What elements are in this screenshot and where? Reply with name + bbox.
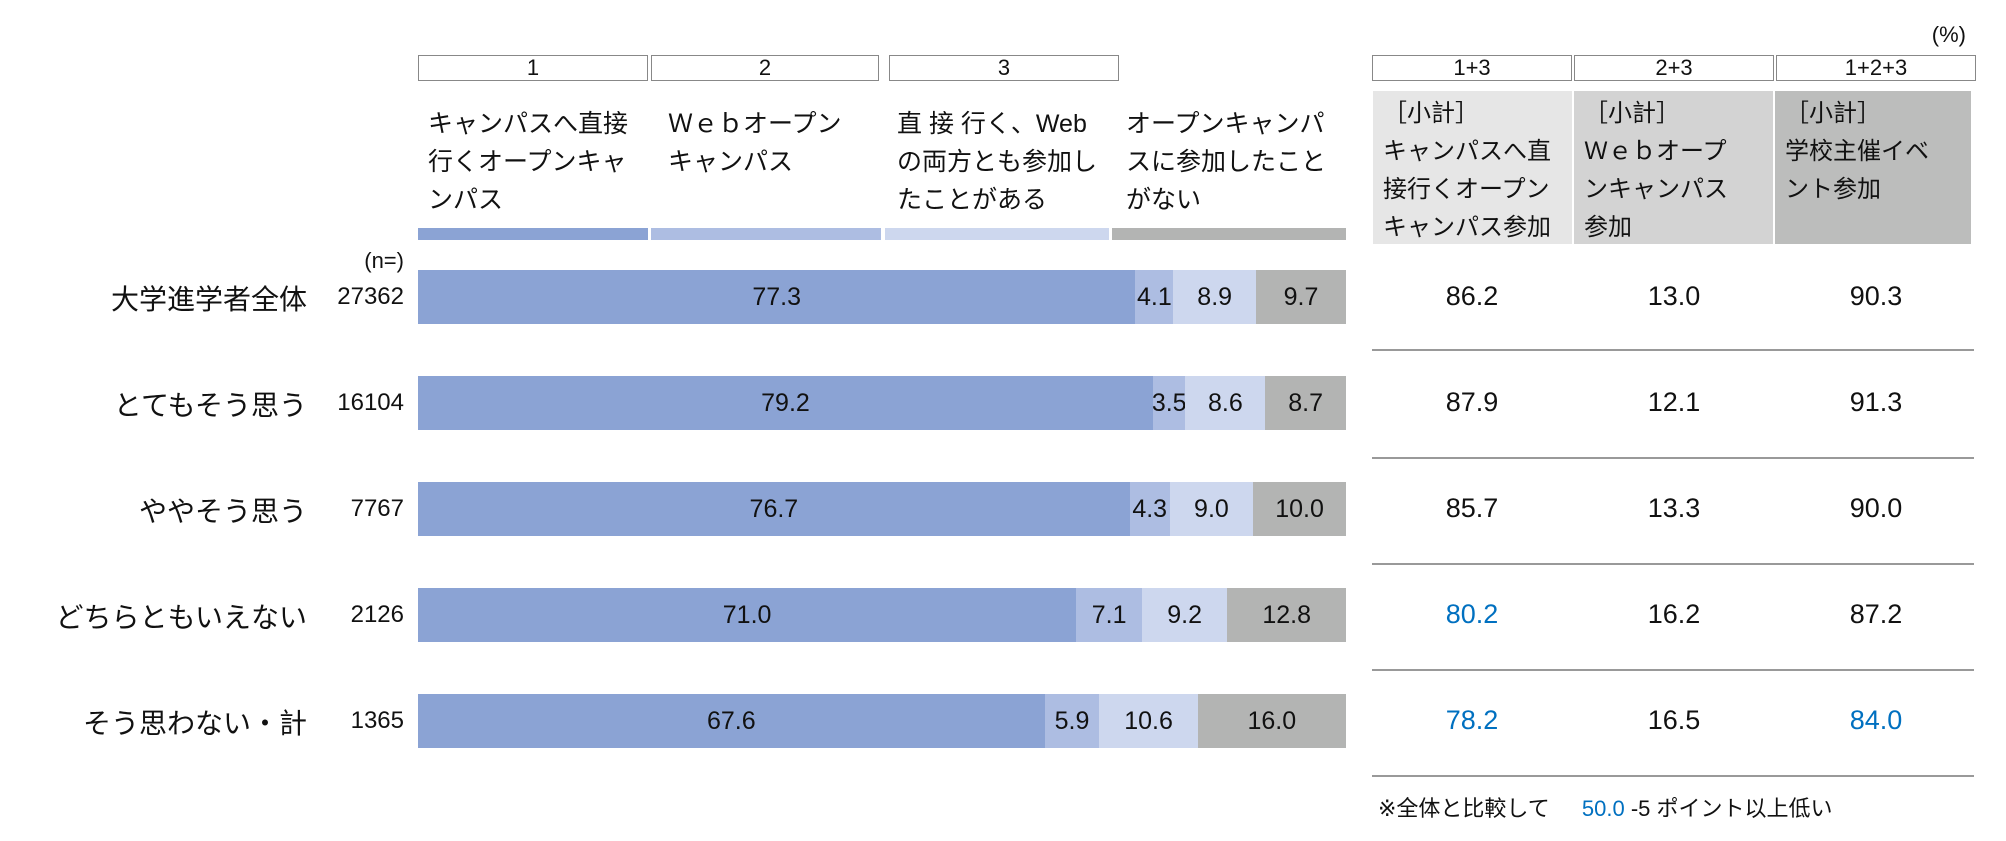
bar-segment-label: 8.6: [1207, 388, 1243, 417]
column-label-1: キャンパスへ直接 行くオープンキャ ンパス: [428, 110, 629, 214]
subtotal-value: 16.5: [1647, 705, 1701, 735]
row-n-value: 27362: [337, 283, 404, 310]
subtotal-value: 91.3: [1849, 387, 1903, 417]
bar-segment-label: 8.7: [1288, 388, 1323, 417]
subtotal-value: 85.7: [1445, 493, 1499, 523]
subtotal-value: 78.2: [1445, 705, 1499, 735]
column-number-2: 2: [651, 55, 879, 81]
bar-segment-1: 71.0: [418, 588, 1077, 642]
subtotal-header-3: ［小計］ 学校主催イベ ント参加: [1775, 91, 1971, 244]
legend-swatch-3: [885, 228, 1109, 240]
row-label: ややそう思う: [138, 496, 307, 527]
row-divider: [1372, 457, 1974, 459]
row-n-value: 7767: [350, 495, 404, 522]
bar-segment-4: 10.0: [1253, 482, 1346, 536]
subtotal-value: 90.0: [1849, 493, 1903, 523]
bar-segment-3: 10.6: [1099, 694, 1198, 748]
subtotal-header-2-text: ［小計］ Ｗｅｂオープ ンキャンパス 参加: [1584, 100, 1728, 241]
footnote-prefix: ※全体と比較して: [1378, 796, 1550, 821]
row-label: とてもそう思う: [113, 390, 307, 421]
column-number-3: 3: [889, 55, 1119, 81]
subtotal-value: 13.0: [1647, 281, 1701, 311]
row-label: 大学進学者全体: [110, 284, 307, 315]
bar-segment-1: 77.3: [418, 270, 1136, 324]
subtotal-value: 90.3: [1849, 281, 1903, 311]
footnote-suffix: -5 ポイント以上低い: [1630, 796, 1833, 821]
bar-segment-label: 67.6: [707, 706, 756, 735]
bar-segment-label: 10.0: [1275, 494, 1324, 523]
bar-segment-label: 5.9: [1054, 706, 1090, 735]
subtotal-value: 80.2: [1445, 599, 1499, 629]
subtotal-header-3-text: ［小計］ 学校主催イベ ント参加: [1785, 100, 1929, 203]
legend-swatch-4: [1112, 228, 1346, 240]
row-divider: [1372, 669, 1974, 671]
n-label: (n=): [364, 248, 404, 273]
bar-segment-4: 9.7: [1255, 270, 1346, 324]
bar-segment-3: 8.6: [1185, 376, 1266, 430]
bar-segment-4: 8.7: [1265, 376, 1346, 430]
subtotal-value: 12.1: [1647, 387, 1701, 417]
bar-segment-2: 5.9: [1044, 694, 1100, 748]
bar-segment-3: 8.9: [1173, 270, 1256, 324]
column-label-3: 直 接 行く、Web の両方とも参加し たことがある: [897, 110, 1098, 214]
bar-segment-label: 4.3: [1132, 494, 1168, 523]
row-label: そう思わない・計: [82, 708, 307, 739]
bar-segment-1: 79.2: [418, 376, 1153, 430]
bar-segment-label: 77.3: [752, 282, 801, 311]
row-n-value: 1365: [350, 707, 404, 734]
bar-segment-label: 8.9: [1197, 282, 1233, 311]
row-n-value: 2126: [350, 601, 404, 628]
bar-segment-1: 76.7: [418, 482, 1130, 536]
subtotal-value: 84.0: [1849, 705, 1903, 735]
subtotal-number-2: 2+3: [1574, 55, 1774, 81]
bar-segment-label: 71.0: [722, 600, 772, 629]
bar-segment-4: 16.0: [1197, 694, 1346, 748]
bar-segment-label: 4.1: [1136, 282, 1172, 311]
bar-segment-2: 4.1: [1135, 270, 1174, 324]
bar-segment-3: 9.0: [1169, 482, 1254, 536]
bar-segment-label: 12.8: [1262, 600, 1311, 629]
subtotal-number-1: 1+3: [1372, 55, 1572, 81]
unit-label: (%): [1931, 22, 1966, 47]
row-label: どちらともいえない: [55, 602, 307, 633]
bar-segment-label: 9.7: [1283, 282, 1319, 311]
bar-segment-1: 67.6: [418, 694, 1045, 748]
legend-swatch-2: [651, 228, 881, 240]
subtotal-number-3: 1+2+3: [1776, 55, 1976, 81]
subtotal-value: 13.3: [1647, 493, 1701, 523]
bar-segment-label: 3.5: [1151, 388, 1187, 417]
bar-segment-label: 10.6: [1124, 706, 1173, 735]
row-divider: [1372, 775, 1974, 777]
bar-segment-2: 4.3: [1129, 482, 1170, 536]
bar-segment-label: 9.2: [1167, 600, 1203, 629]
bar-segment-4: 12.8: [1227, 588, 1346, 642]
subtotal-value: 87.9: [1445, 387, 1499, 417]
bar-segment-label: 76.7: [749, 494, 799, 523]
bar-segment-label: 9.0: [1194, 494, 1229, 523]
footnote: ※全体と比較して 50.0 -5 ポイント以上低い: [1378, 791, 1833, 823]
subtotal-value: 86.2: [1445, 281, 1499, 311]
legend-swatch-1: [418, 228, 648, 240]
bar-segment-label: 7.1: [1091, 600, 1127, 629]
bar-segment-2: 3.5: [1151, 376, 1187, 430]
row-n-value: 16104: [337, 389, 404, 416]
column-label-2: Ｗｅｂオープン キャンパス: [668, 110, 842, 176]
bar-segment-label: 79.2: [761, 388, 810, 417]
column-number-1: 1: [418, 55, 648, 81]
bar-segment-label: 16.0: [1247, 706, 1297, 735]
subtotal-header-1: ［小計］ キャンパスへ直 接行くオープン キャンパス参加: [1373, 91, 1572, 244]
footnote-sample: 50.0: [1581, 796, 1625, 821]
row-divider: [1372, 563, 1974, 565]
row-divider: [1372, 349, 1974, 351]
bar-segment-2: 7.1: [1076, 588, 1143, 642]
subtotal-value: 87.2: [1849, 599, 1903, 629]
bar-segment-3: 9.2: [1142, 588, 1228, 642]
subtotal-header-1-text: ［小計］ キャンパスへ直 接行くオープン キャンパス参加: [1383, 100, 1551, 241]
subtotal-value: 16.2: [1647, 599, 1701, 629]
column-label-4: オープンキャンパ スに参加したこと がない: [1126, 110, 1327, 214]
subtotal-header-2: ［小計］ Ｗｅｂオープ ンキャンパス 参加: [1574, 91, 1773, 244]
